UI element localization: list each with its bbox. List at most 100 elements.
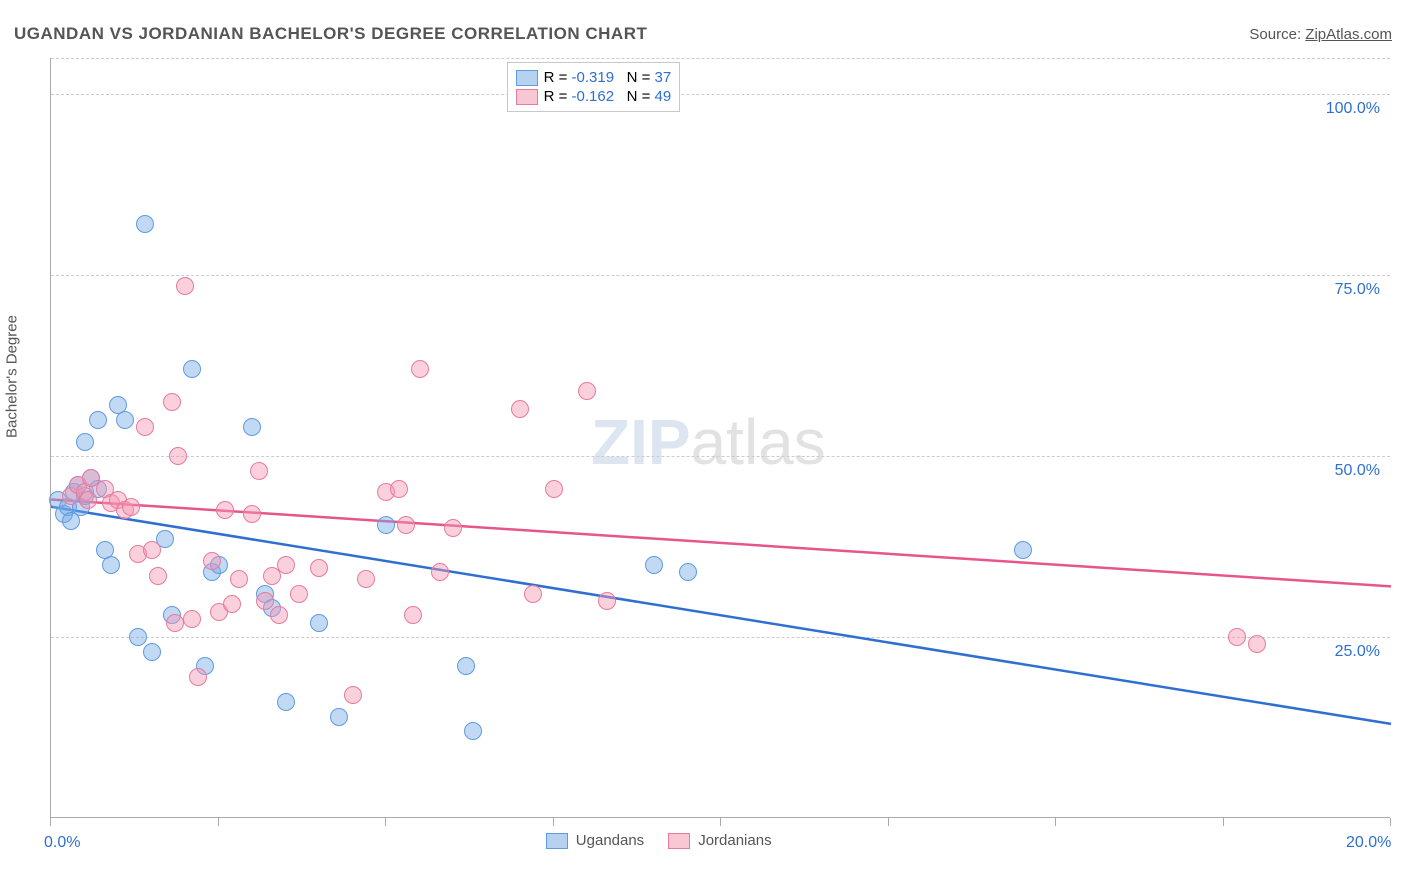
scatter-point (189, 668, 207, 686)
gridline (51, 637, 1390, 638)
y-tick-label: 75.0% (1320, 281, 1380, 299)
scatter-point (166, 614, 184, 632)
y-tick-label: 100.0% (1320, 100, 1380, 118)
y-tick-label: 50.0% (1320, 462, 1380, 480)
scatter-point (136, 418, 154, 436)
scatter-point (129, 628, 147, 646)
gridline (51, 456, 1390, 457)
source-name: ZipAtlas.com (1305, 26, 1392, 43)
scatter-point (76, 433, 94, 451)
stats-row: R = -0.319 N = 37 (516, 69, 672, 86)
scatter-point (1014, 541, 1032, 559)
stats-text: R = -0.162 N = 49 (544, 88, 672, 105)
scatter-point (243, 418, 261, 436)
gridline (51, 94, 1390, 95)
scatter-point (89, 411, 107, 429)
scatter-point (357, 570, 375, 588)
scatter-point (457, 657, 475, 675)
y-axis-label: Bachelor's Degree (4, 315, 21, 438)
scatter-point (136, 215, 154, 233)
regression-lines (51, 58, 1391, 818)
scatter-point (243, 505, 261, 523)
scatter-point (444, 519, 462, 537)
scatter-point (397, 516, 415, 534)
scatter-point (290, 585, 308, 603)
scatter-point (216, 501, 234, 519)
scatter-point (545, 480, 563, 498)
scatter-point (270, 606, 288, 624)
scatter-point (79, 491, 97, 509)
scatter-point (310, 614, 328, 632)
plot-area: ZIPatlas R = -0.319 N = 37 R = -0.162 N … (50, 58, 1390, 818)
x-tick-mark (1055, 818, 1056, 826)
scatter-point (223, 595, 241, 613)
scatter-point (203, 552, 221, 570)
x-tick-mark (385, 818, 386, 826)
scatter-point (169, 447, 187, 465)
scatter-point (411, 360, 429, 378)
x-tick-label: 0.0% (44, 834, 80, 852)
scatter-point (176, 277, 194, 295)
scatter-point (1228, 628, 1246, 646)
scatter-point (143, 541, 161, 559)
source-line: Source: ZipAtlas.com (1249, 26, 1392, 43)
gridline (51, 58, 1390, 59)
x-tick-mark (720, 818, 721, 826)
x-tick-mark (888, 818, 889, 826)
legend-swatch (546, 833, 568, 849)
legend-label: Jordanians (698, 832, 771, 849)
scatter-point (143, 643, 161, 661)
scatter-point (404, 606, 422, 624)
scatter-point (377, 516, 395, 534)
scatter-point (330, 708, 348, 726)
x-tick-mark (1390, 818, 1391, 826)
stats-text: R = -0.319 N = 37 (544, 69, 672, 86)
scatter-point (524, 585, 542, 603)
scatter-point (578, 382, 596, 400)
scatter-point (598, 592, 616, 610)
scatter-point (464, 722, 482, 740)
watermark-thin: atlas (691, 406, 826, 478)
stats-swatch (516, 89, 538, 105)
legend-label: Ugandans (576, 832, 644, 849)
chart-title: UGANDAN VS JORDANIAN BACHELOR'S DEGREE C… (14, 24, 647, 44)
scatter-point (431, 563, 449, 581)
legend-item: Jordanians (668, 832, 771, 849)
stats-swatch (516, 70, 538, 86)
source-label: Source: (1249, 26, 1301, 43)
scatter-point (183, 360, 201, 378)
scatter-point (96, 541, 114, 559)
scatter-point (149, 567, 167, 585)
scatter-point (250, 462, 268, 480)
stats-row: R = -0.162 N = 49 (516, 88, 672, 105)
scatter-point (163, 393, 181, 411)
scatter-point (277, 693, 295, 711)
regression-line (51, 507, 1391, 724)
gridline (51, 275, 1390, 276)
scatter-point (256, 592, 274, 610)
legend-swatch (668, 833, 690, 849)
scatter-point (511, 400, 529, 418)
scatter-point (1248, 635, 1266, 653)
scatter-point (122, 498, 140, 516)
stats-box: R = -0.319 N = 37 R = -0.162 N = 49 (507, 62, 681, 112)
legend: Ugandans Jordanians (546, 832, 772, 849)
x-tick-mark (218, 818, 219, 826)
scatter-point (310, 559, 328, 577)
scatter-point (116, 411, 134, 429)
scatter-point (344, 686, 362, 704)
scatter-point (183, 610, 201, 628)
x-tick-mark (1223, 818, 1224, 826)
y-tick-label: 25.0% (1320, 643, 1380, 661)
scatter-point (277, 556, 295, 574)
scatter-point (645, 556, 663, 574)
x-tick-mark (50, 818, 51, 826)
scatter-point (679, 563, 697, 581)
x-tick-mark (553, 818, 554, 826)
x-tick-label: 20.0% (1346, 834, 1391, 852)
watermark-bold: ZIP (591, 406, 691, 478)
legend-item: Ugandans (546, 832, 644, 849)
scatter-point (230, 570, 248, 588)
scatter-point (390, 480, 408, 498)
watermark: ZIPatlas (591, 405, 826, 479)
